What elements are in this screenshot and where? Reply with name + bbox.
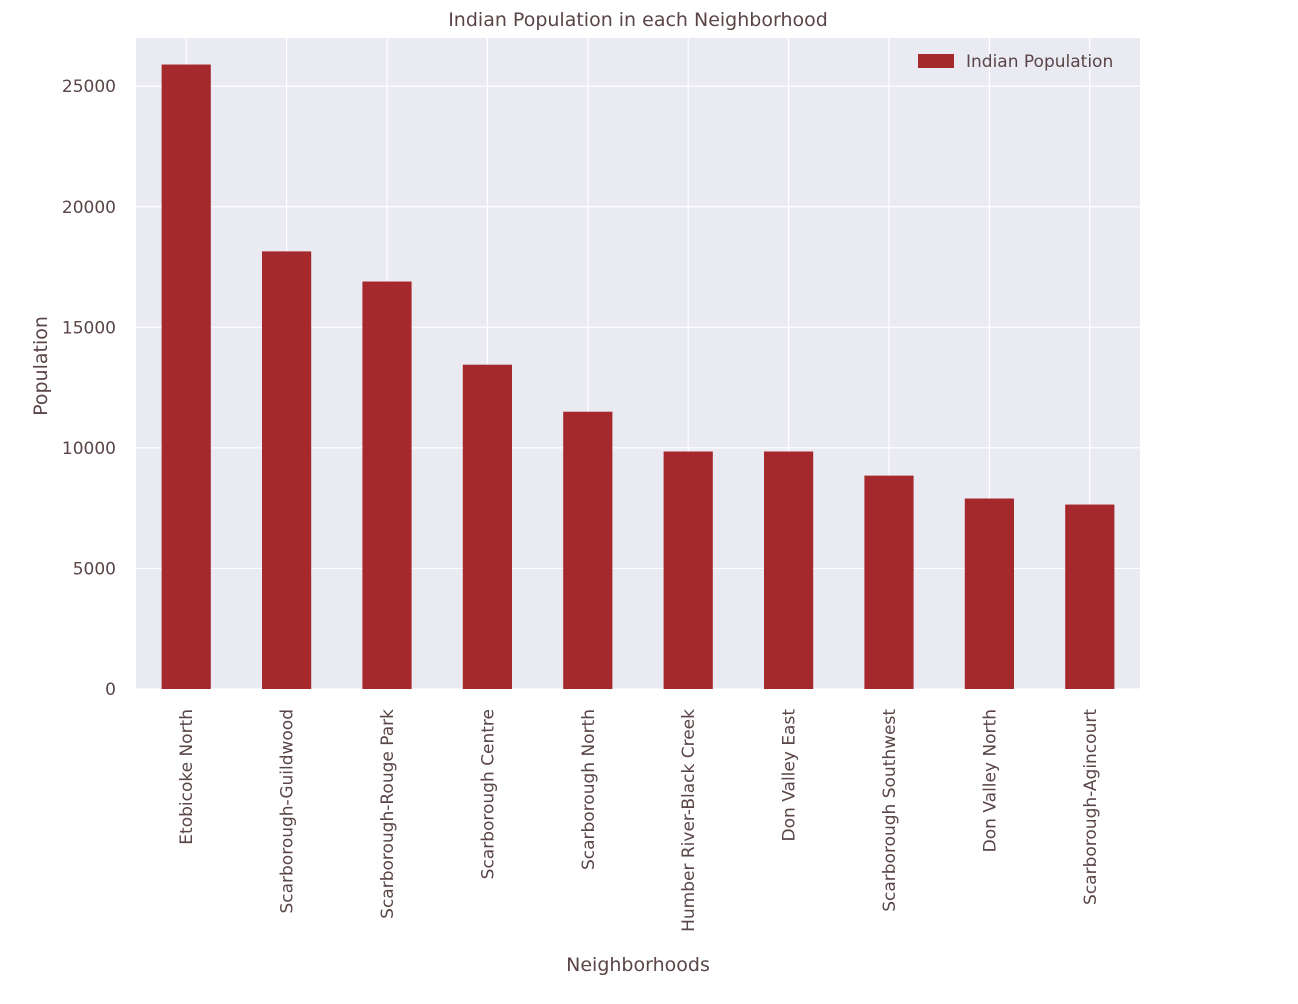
x-tick-label: Scarborough North	[579, 709, 599, 870]
bar	[964, 498, 1014, 689]
x-tick-label: Etobicoke North	[177, 709, 197, 845]
y-tick-label: 5000	[73, 559, 116, 579]
x-tick-label: Scarborough-Guildwood	[278, 709, 298, 914]
y-tick-label: 10000	[62, 439, 116, 459]
bar	[161, 64, 211, 690]
x-tick-labels: Etobicoke North Scarborough-Guildwood Scar…	[177, 709, 1101, 932]
chart-title: Indian Population in each Neighborhood	[448, 9, 828, 31]
y-tick-labels: 0 5000 10000 15000 20000 25000	[62, 77, 116, 700]
legend: Indian Population	[918, 52, 1113, 72]
bar	[462, 364, 512, 689]
bar	[262, 251, 312, 689]
bar	[764, 451, 814, 689]
y-tick-label: 0	[105, 680, 116, 700]
bar	[1065, 504, 1115, 689]
y-tick-label: 20000	[62, 198, 116, 218]
x-tick-label: Scarborough Centre	[478, 709, 498, 879]
bar	[864, 475, 914, 689]
x-axis-label: Neighborhoods	[566, 954, 710, 976]
legend-swatch	[918, 54, 954, 68]
y-axis-label: Population	[30, 316, 52, 416]
x-tick-label: Humber River-Black Creek	[679, 709, 699, 932]
bars	[161, 64, 1115, 690]
x-tick-label: Don Valley North	[980, 709, 1000, 852]
x-tick-label: Scarborough-Rouge Park	[378, 709, 398, 919]
x-tick-label: Scarborough-Agincourt	[1081, 709, 1101, 905]
y-tick-label: 25000	[62, 77, 116, 97]
x-tick-label: Scarborough Southwest	[880, 709, 900, 912]
bar	[362, 281, 412, 689]
x-tick-label: Don Valley East	[780, 709, 800, 842]
y-tick-label: 15000	[62, 318, 116, 338]
bar	[563, 411, 613, 689]
bar	[663, 451, 713, 689]
legend-label: Indian Population	[966, 52, 1113, 72]
